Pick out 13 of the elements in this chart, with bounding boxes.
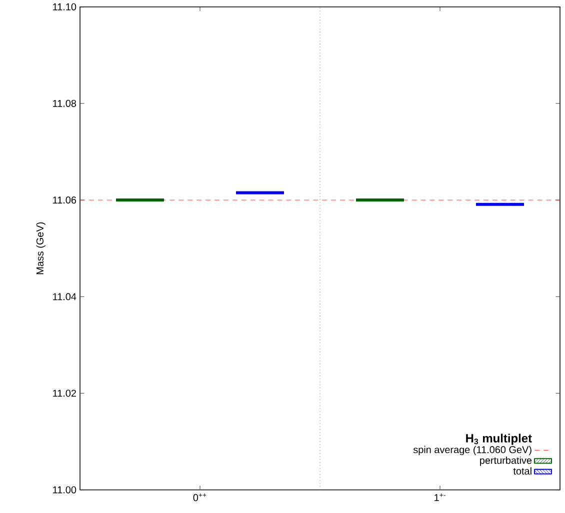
legend-label: total xyxy=(513,467,532,475)
legend-title: H$_{3}$ multiplet xyxy=(466,434,532,445)
y-axis-title: Mass (GeV) xyxy=(36,222,46,274)
y-tick-label: 11.06 xyxy=(53,196,76,204)
y-tick-label: 11.04 xyxy=(53,293,76,300)
legend-label: spin average (11.060 GeV) xyxy=(413,446,532,456)
y-tick-label: 11.10 xyxy=(53,3,76,10)
x-tick-label: 1$^{+-}$ xyxy=(434,493,446,502)
legend-label: perturbative xyxy=(480,456,532,466)
y-tick-label: 11.02 xyxy=(53,390,76,397)
y-tick-label: 11.00 xyxy=(53,486,76,494)
y-tick-label: 11.08 xyxy=(53,100,76,108)
x-tick-label: 0$^{++}$ xyxy=(193,493,206,502)
